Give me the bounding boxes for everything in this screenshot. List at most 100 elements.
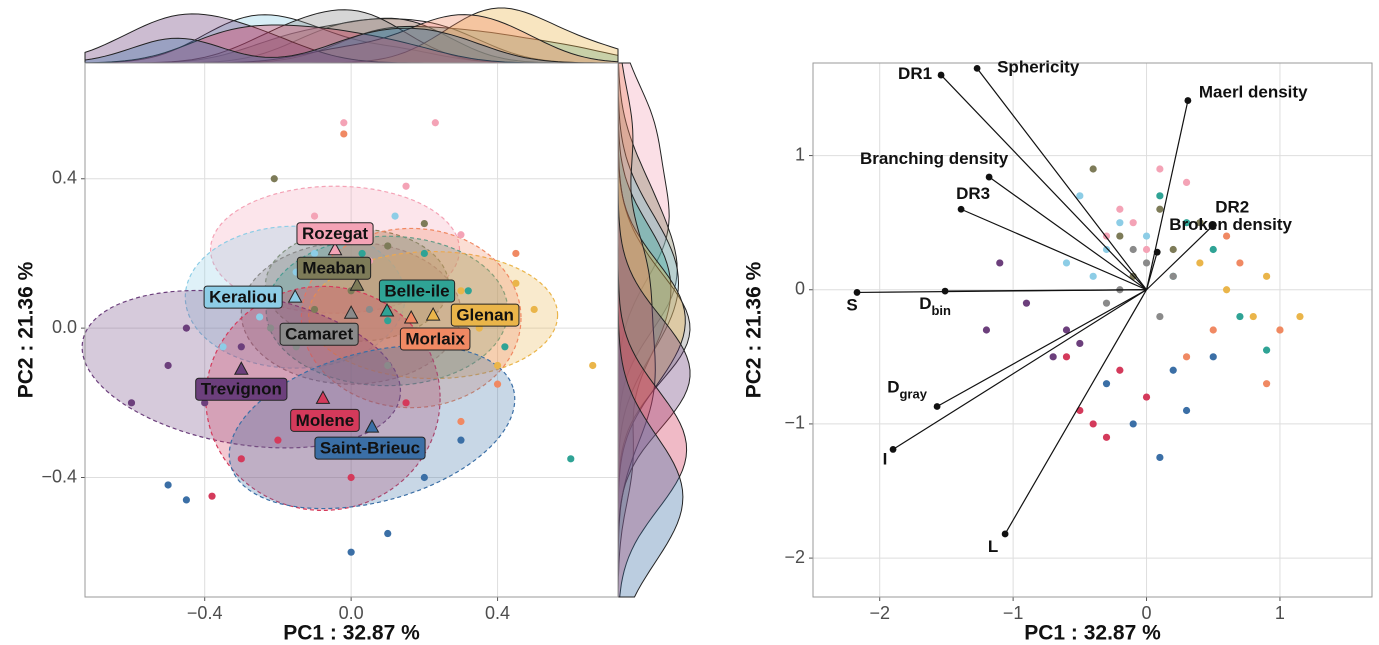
group-label: Keraliou [203, 285, 283, 309]
loading-label-main: DR1 [898, 65, 932, 84]
group-label-box [399, 327, 471, 351]
point [310, 212, 319, 220]
loading-arrow [960, 208, 1147, 291]
point [1076, 192, 1084, 200]
point [237, 455, 245, 463]
group-label: Camaret [279, 322, 359, 346]
point [219, 343, 227, 351]
y-tick-label: −2 [784, 547, 805, 567]
point [1196, 259, 1204, 267]
point [1296, 312, 1304, 321]
point [1142, 259, 1151, 267]
point [1169, 245, 1177, 254]
point [420, 249, 428, 258]
point [982, 326, 991, 334]
group-label: Molene [290, 408, 360, 432]
loading-label: Sphericity [997, 58, 1080, 77]
loading-tip [1184, 97, 1192, 104]
point [1102, 245, 1111, 254]
plot-background [813, 63, 1372, 597]
point [182, 324, 191, 332]
loading-tip [1209, 221, 1217, 229]
loading-label: S [846, 296, 857, 315]
point [1089, 420, 1097, 428]
x-axis-label: PC1 : 32.87 % [1024, 622, 1161, 645]
point [1116, 205, 1124, 213]
plot-border [84, 62, 619, 598]
point [347, 548, 355, 556]
point [1276, 326, 1284, 334]
point [1263, 380, 1271, 388]
centroid [233, 361, 249, 375]
point [567, 455, 575, 463]
centroid [287, 289, 303, 303]
loading-label-main: Maerl density [1199, 83, 1308, 102]
point [1169, 366, 1177, 374]
point [1116, 366, 1124, 374]
loading-arrow [1146, 224, 1214, 291]
point [1182, 219, 1191, 227]
point [512, 279, 520, 287]
point [347, 473, 355, 482]
point [1142, 232, 1151, 240]
loading-label-main: L [988, 537, 998, 556]
y-tick-label: −1 [784, 413, 805, 433]
loading-label: Maerl density [1199, 83, 1308, 102]
x-tick-label: 0.0 [339, 603, 364, 623]
loading-arrow [945, 289, 1147, 292]
point [310, 249, 319, 258]
point [1142, 393, 1151, 401]
point [1236, 312, 1244, 321]
point [1062, 326, 1071, 334]
loading-label: Branching density [860, 150, 1009, 169]
point [391, 212, 399, 220]
centroid [425, 307, 441, 321]
point [1129, 420, 1137, 428]
group-label-text: Trevignon [201, 380, 282, 399]
point [1209, 245, 1217, 254]
loading-tip [933, 403, 941, 410]
y-tick-label: 0.4 [52, 168, 77, 188]
point [237, 343, 245, 351]
group-label-text: Molene [296, 411, 355, 430]
point [256, 313, 264, 321]
point [1089, 272, 1097, 280]
point [270, 175, 278, 183]
loading-label-main: D [887, 378, 899, 397]
point [1049, 353, 1057, 361]
group-label-box [378, 279, 456, 303]
loading-arrow [936, 289, 1147, 408]
point [1129, 245, 1137, 254]
point [164, 361, 172, 370]
point [1129, 219, 1137, 227]
loading-arrow [976, 68, 1148, 291]
point [340, 130, 348, 138]
point [1222, 232, 1231, 240]
point [402, 399, 410, 407]
point [1062, 259, 1071, 267]
loading-label: Dgray [887, 378, 928, 402]
group-label: Belle-ile [378, 279, 456, 303]
point [358, 249, 366, 258]
loading-tip [889, 446, 897, 453]
point [1236, 259, 1244, 267]
point [1102, 299, 1111, 307]
point [384, 529, 392, 538]
point [457, 436, 465, 444]
loading-arrow [892, 289, 1147, 450]
loading-arrow [1145, 252, 1158, 290]
point [384, 242, 392, 250]
point [1089, 165, 1097, 173]
centroid [315, 390, 331, 404]
x-axis-label: PC1 : 32.87 % [283, 622, 420, 645]
x-tick-label: −0.4 [187, 603, 223, 623]
point [1076, 406, 1084, 415]
y-axis-label: PC2 : 21.36 % [15, 261, 38, 398]
point [1263, 272, 1271, 280]
point [1209, 353, 1217, 361]
point [1222, 286, 1231, 294]
point [182, 496, 191, 504]
point [1116, 232, 1124, 240]
